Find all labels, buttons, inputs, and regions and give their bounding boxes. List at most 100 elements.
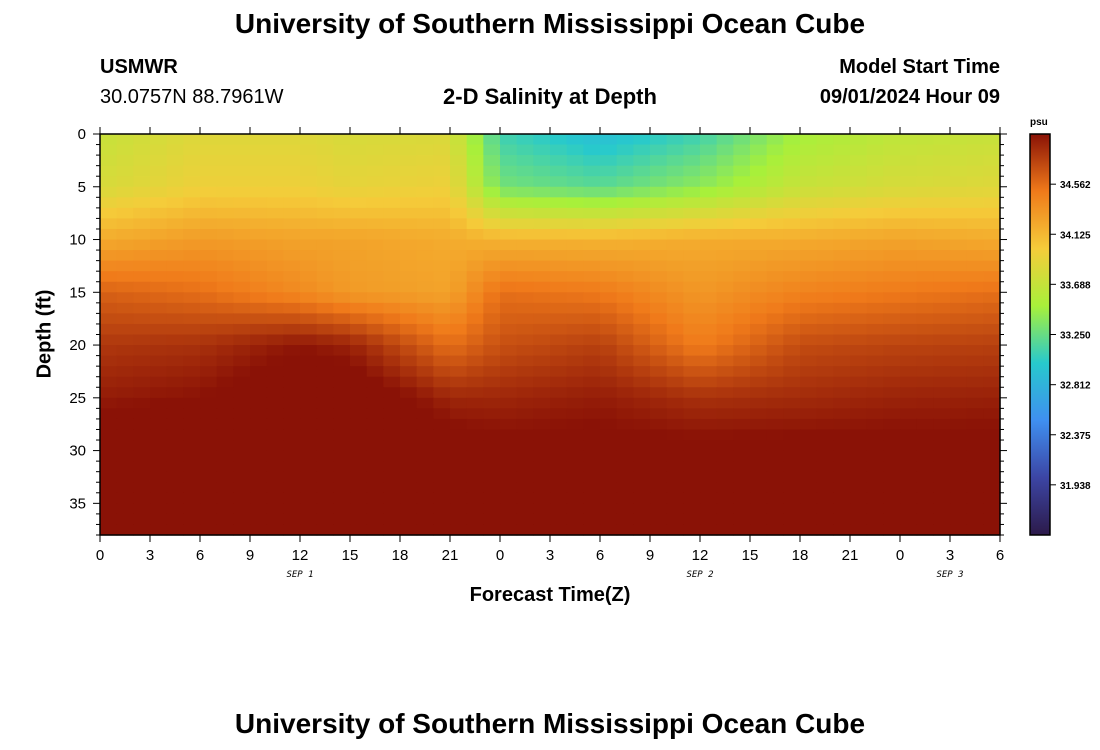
heatmap-cell (316, 134, 334, 146)
heatmap-cell (100, 323, 118, 336)
heatmap-cell (383, 492, 401, 504)
heatmap-cell (900, 218, 918, 230)
heatmap-cell (183, 397, 201, 409)
heatmap-cell (833, 186, 851, 198)
heatmap-cell (616, 176, 634, 188)
heatmap-cell (683, 408, 701, 420)
x-tick-label: 15 (342, 547, 359, 564)
heatmap-cell (316, 429, 334, 441)
heatmap-cell (133, 524, 151, 536)
heatmap-cell (100, 387, 118, 399)
heatmap-cell (900, 482, 918, 494)
x-tick-label: 12 (292, 547, 309, 564)
heatmap-cell (366, 197, 384, 209)
heatmap-cell (450, 176, 468, 188)
heatmap-cell (883, 334, 901, 346)
heatmap-cell (250, 461, 268, 473)
heatmap-cell (900, 418, 918, 431)
heatmap-cell (500, 239, 518, 251)
heatmap-cell (283, 134, 301, 146)
heatmap-cell (800, 492, 818, 504)
heatmap-cell (866, 281, 884, 293)
heatmap-cell (833, 155, 851, 167)
heatmap-cell (833, 207, 851, 220)
heatmap-cell (616, 482, 634, 494)
heatmap-cell (766, 418, 784, 431)
heatmap-cell (666, 176, 684, 188)
heatmap-cell (783, 376, 801, 388)
heatmap-cell (216, 313, 234, 325)
x-tick-label: 12 (692, 547, 709, 564)
heatmap-cell (633, 355, 651, 367)
heatmap-cell (633, 461, 651, 473)
heatmap-cell (750, 281, 768, 293)
heatmap-cell (450, 218, 468, 230)
heatmap-cell (966, 376, 984, 388)
heatmap-cell (450, 387, 468, 399)
heatmap-cell (766, 176, 784, 188)
heatmap-cell (900, 387, 918, 399)
heatmap-cell (500, 355, 518, 367)
heatmap-cell (783, 387, 801, 399)
heatmap-cell (616, 260, 634, 272)
heatmap-cell (533, 186, 551, 198)
heatmap-cell (150, 503, 168, 515)
heatmap-cell (983, 418, 1001, 431)
heatmap-cell (866, 429, 884, 441)
heatmap-cell (150, 260, 168, 272)
heatmap-cell (216, 260, 234, 272)
heatmap-cell (183, 250, 201, 262)
heatmap-cell (616, 155, 634, 167)
heatmap-cell (166, 186, 184, 198)
heatmap-cell (350, 461, 368, 473)
heatmap-cell (650, 218, 668, 230)
heatmap-cell (800, 197, 818, 209)
heatmap-cell (166, 260, 184, 272)
heatmap-cell (333, 450, 351, 462)
heatmap-cell (183, 260, 201, 272)
heatmap-cell (450, 418, 468, 431)
heatmap-cell (883, 408, 901, 420)
heatmap-cell (850, 176, 868, 188)
heatmap-cell (966, 345, 984, 357)
heatmap-cell (333, 239, 351, 251)
heatmap-cell (866, 207, 884, 220)
heatmap-cell (633, 313, 651, 325)
heatmap-cell (966, 334, 984, 346)
heatmap-cell (416, 355, 434, 367)
heatmap-cell (783, 165, 801, 177)
heatmap-cell (133, 292, 151, 304)
heatmap-cell (900, 376, 918, 388)
heatmap-cell (950, 524, 968, 536)
heatmap-cell (433, 387, 451, 399)
page-title-bottom: University of Southern Mississippi Ocean… (234, 708, 866, 739)
heatmap-cell (750, 471, 768, 483)
heatmap-cell (816, 397, 834, 409)
heatmap-cell (350, 239, 368, 251)
heatmap-cell (766, 155, 784, 167)
heatmap-cell (816, 524, 834, 536)
heatmap-cell (583, 197, 601, 209)
x-tick-label: 0 (496, 547, 504, 564)
heatmap-cell (166, 513, 184, 526)
heatmap-cell (483, 450, 501, 462)
heatmap-cell (916, 260, 934, 272)
heatmap-cell (600, 186, 618, 198)
heatmap-cell (616, 397, 634, 409)
heatmap-cell (233, 302, 251, 314)
heatmap-cell (633, 197, 651, 209)
heatmap-cell (300, 155, 318, 167)
heatmap-cell (500, 271, 518, 283)
heatmap-cell (283, 207, 301, 220)
heatmap-cell (833, 366, 851, 378)
heatmap-cell (250, 228, 268, 241)
heatmap-cell (366, 281, 384, 293)
heatmap-cell (200, 239, 218, 251)
heatmap-cell (533, 471, 551, 483)
heatmap-cell (166, 461, 184, 473)
heatmap-cell (950, 492, 968, 504)
heatmap-cell (266, 302, 284, 314)
heatmap-cell (900, 334, 918, 346)
heatmap-cell (933, 271, 951, 283)
heatmap-cell (583, 492, 601, 504)
